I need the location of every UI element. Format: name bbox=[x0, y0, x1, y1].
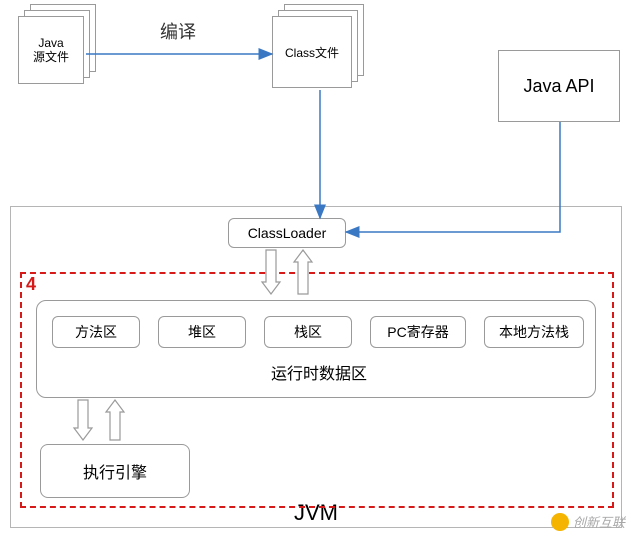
runtime-item-3: PC寄存器 bbox=[370, 316, 466, 348]
java-api-box: Java API bbox=[498, 50, 620, 122]
runtime-item-1: 堆区 bbox=[158, 316, 246, 348]
stack-front: Class文件 bbox=[272, 16, 352, 88]
source-label-1: Java bbox=[33, 36, 69, 50]
class-file-label: Class文件 bbox=[285, 44, 339, 61]
execution-engine-box: 执行引擎 bbox=[40, 444, 190, 498]
stack-front: Java 源文件 bbox=[18, 16, 84, 84]
execution-engine-label: 执行引擎 bbox=[83, 459, 147, 483]
runtime-item-0: 方法区 bbox=[52, 316, 140, 348]
classloader-box: ClassLoader bbox=[228, 218, 346, 248]
runtime-label: 运行时数据区 bbox=[271, 360, 367, 384]
runtime-item-2: 栈区 bbox=[264, 316, 352, 348]
classloader-label: ClassLoader bbox=[248, 225, 327, 241]
watermark: 创新互联 bbox=[551, 512, 625, 531]
compile-label: 编译 bbox=[160, 18, 196, 44]
watermark-icon bbox=[551, 513, 569, 531]
runtime-item-4: 本地方法栈 bbox=[484, 316, 584, 348]
red-region-number: 4 bbox=[26, 274, 36, 295]
watermark-text: 创新互联 bbox=[573, 512, 625, 531]
source-label-2: 源文件 bbox=[33, 50, 69, 64]
java-api-label: Java API bbox=[523, 76, 594, 97]
